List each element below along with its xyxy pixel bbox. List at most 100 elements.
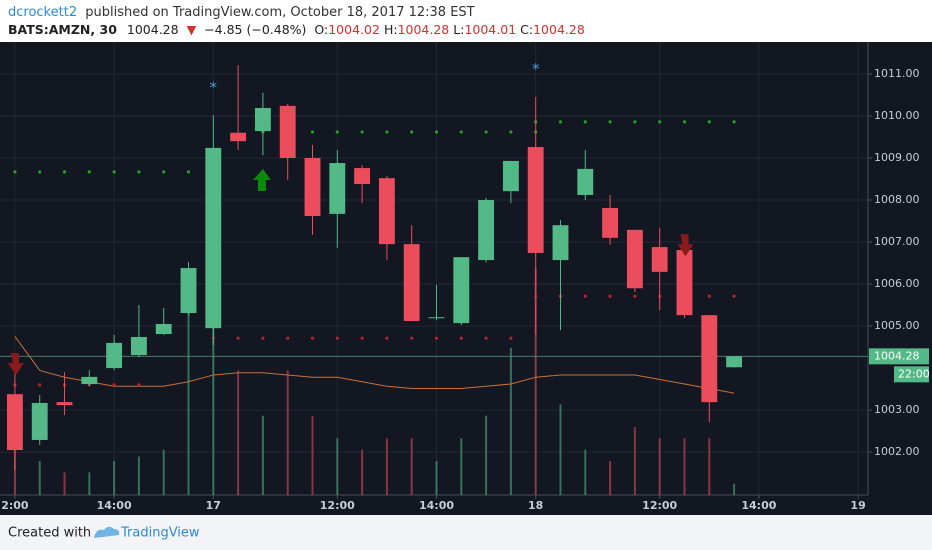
candle-body xyxy=(254,107,271,132)
candle-body xyxy=(428,317,445,319)
symbol-line: BATS:AMZN, 30 1004.28 ▼ −4.85 (−0.48%) O… xyxy=(8,22,585,37)
y-tick-label: 1011.00 xyxy=(874,67,920,80)
candle-body xyxy=(130,336,147,356)
level-dot xyxy=(732,294,736,298)
level-dot xyxy=(707,294,711,298)
level-dot xyxy=(261,336,265,340)
level-dot xyxy=(583,294,587,298)
level-dot xyxy=(360,336,364,340)
volume-bar xyxy=(311,415,314,495)
candle-body xyxy=(230,132,247,142)
level-dot xyxy=(13,170,17,174)
candle-body xyxy=(726,356,743,368)
volume-bar xyxy=(212,234,215,495)
level-dot xyxy=(434,336,439,340)
footer-created: Created with xyxy=(8,526,91,541)
last-price-box xyxy=(869,348,929,365)
ohlc-value: 1004.02 xyxy=(328,22,380,37)
candle-body xyxy=(354,168,371,185)
y-tick-label: 1010.00 xyxy=(874,109,920,122)
user[interactable]: dcrockett2 xyxy=(8,5,77,20)
volume-bar xyxy=(658,438,661,495)
candle-body xyxy=(453,257,470,324)
ohlc-label: C: xyxy=(520,22,533,37)
volume-bar xyxy=(336,438,339,495)
header-bg xyxy=(0,0,932,42)
volume-bar xyxy=(88,472,91,495)
level-dot xyxy=(137,383,141,387)
candle-body xyxy=(701,315,718,403)
candle-body xyxy=(106,342,123,369)
level-dot xyxy=(459,336,463,340)
countdown-box xyxy=(894,366,929,383)
candle-body xyxy=(329,163,346,214)
volume-bar xyxy=(385,438,388,495)
level-dot xyxy=(62,170,67,174)
candle-body xyxy=(602,207,619,238)
last-price-label: 1004.28 xyxy=(874,349,920,362)
x-tick-label: 12:00 xyxy=(642,499,677,512)
x-tick-label: 14:00 xyxy=(419,499,454,512)
level-dot xyxy=(38,170,42,174)
ohlc-label: O: xyxy=(314,22,328,37)
level-dot xyxy=(385,130,389,134)
level-dot xyxy=(608,120,612,124)
level-dot xyxy=(310,130,315,134)
ohlc-label: L: xyxy=(453,22,464,37)
level-dot xyxy=(162,170,166,174)
candle-body xyxy=(155,323,172,335)
level-dot xyxy=(608,294,612,298)
level-dot xyxy=(360,130,364,134)
candle-body xyxy=(279,105,296,158)
candle-body xyxy=(205,147,222,329)
volume-bar xyxy=(63,472,66,495)
level-dot xyxy=(633,120,637,124)
candle-body xyxy=(577,168,594,195)
volume-bar xyxy=(683,438,686,495)
level-dot xyxy=(335,336,339,340)
candle-body xyxy=(180,268,197,314)
level-dot xyxy=(310,336,315,340)
level-dot xyxy=(434,130,439,134)
y-tick-label: 1003.00 xyxy=(874,403,920,416)
volume-bar xyxy=(162,449,165,495)
volume-bar xyxy=(708,438,711,495)
signal-arrow xyxy=(677,234,694,257)
ohlc-value: 1004.28 xyxy=(398,22,450,37)
x-tick-label: 14:00 xyxy=(741,499,776,512)
signal-arrow xyxy=(252,169,271,192)
candle-body xyxy=(56,402,73,406)
level-dot xyxy=(459,130,463,134)
candle-body xyxy=(676,250,693,316)
header-line: dcrockett2 published on TradingView.com,… xyxy=(8,5,475,20)
level-dot xyxy=(484,336,488,340)
change-arrow: ▼ xyxy=(187,22,197,37)
candle-body xyxy=(502,160,519,192)
level-dot xyxy=(385,336,389,340)
y-tick-label: 1006.00 xyxy=(874,277,920,290)
level-dot xyxy=(236,336,240,340)
signal-arrow xyxy=(7,353,24,376)
star: * xyxy=(210,78,218,96)
level-dot xyxy=(558,120,563,124)
level-dot xyxy=(633,294,637,298)
candle-body xyxy=(304,157,321,216)
volume-bar xyxy=(261,415,264,495)
candle-body xyxy=(527,147,544,253)
volume-bar xyxy=(137,456,140,495)
volume-bar xyxy=(410,438,413,495)
volume-bar xyxy=(361,449,364,495)
level-dot xyxy=(410,130,414,134)
volume-bar xyxy=(187,291,190,495)
volume-bar xyxy=(609,461,612,495)
volume-bar xyxy=(485,415,488,495)
level-dot xyxy=(732,120,736,124)
x-tick-label: 2:00 xyxy=(1,499,29,512)
volume-bar xyxy=(237,370,240,495)
volume-bar xyxy=(460,438,463,495)
footer-brand[interactable]: TradingView xyxy=(120,526,200,541)
level-dot xyxy=(112,383,116,387)
x-tick-label: 18 xyxy=(528,499,543,512)
